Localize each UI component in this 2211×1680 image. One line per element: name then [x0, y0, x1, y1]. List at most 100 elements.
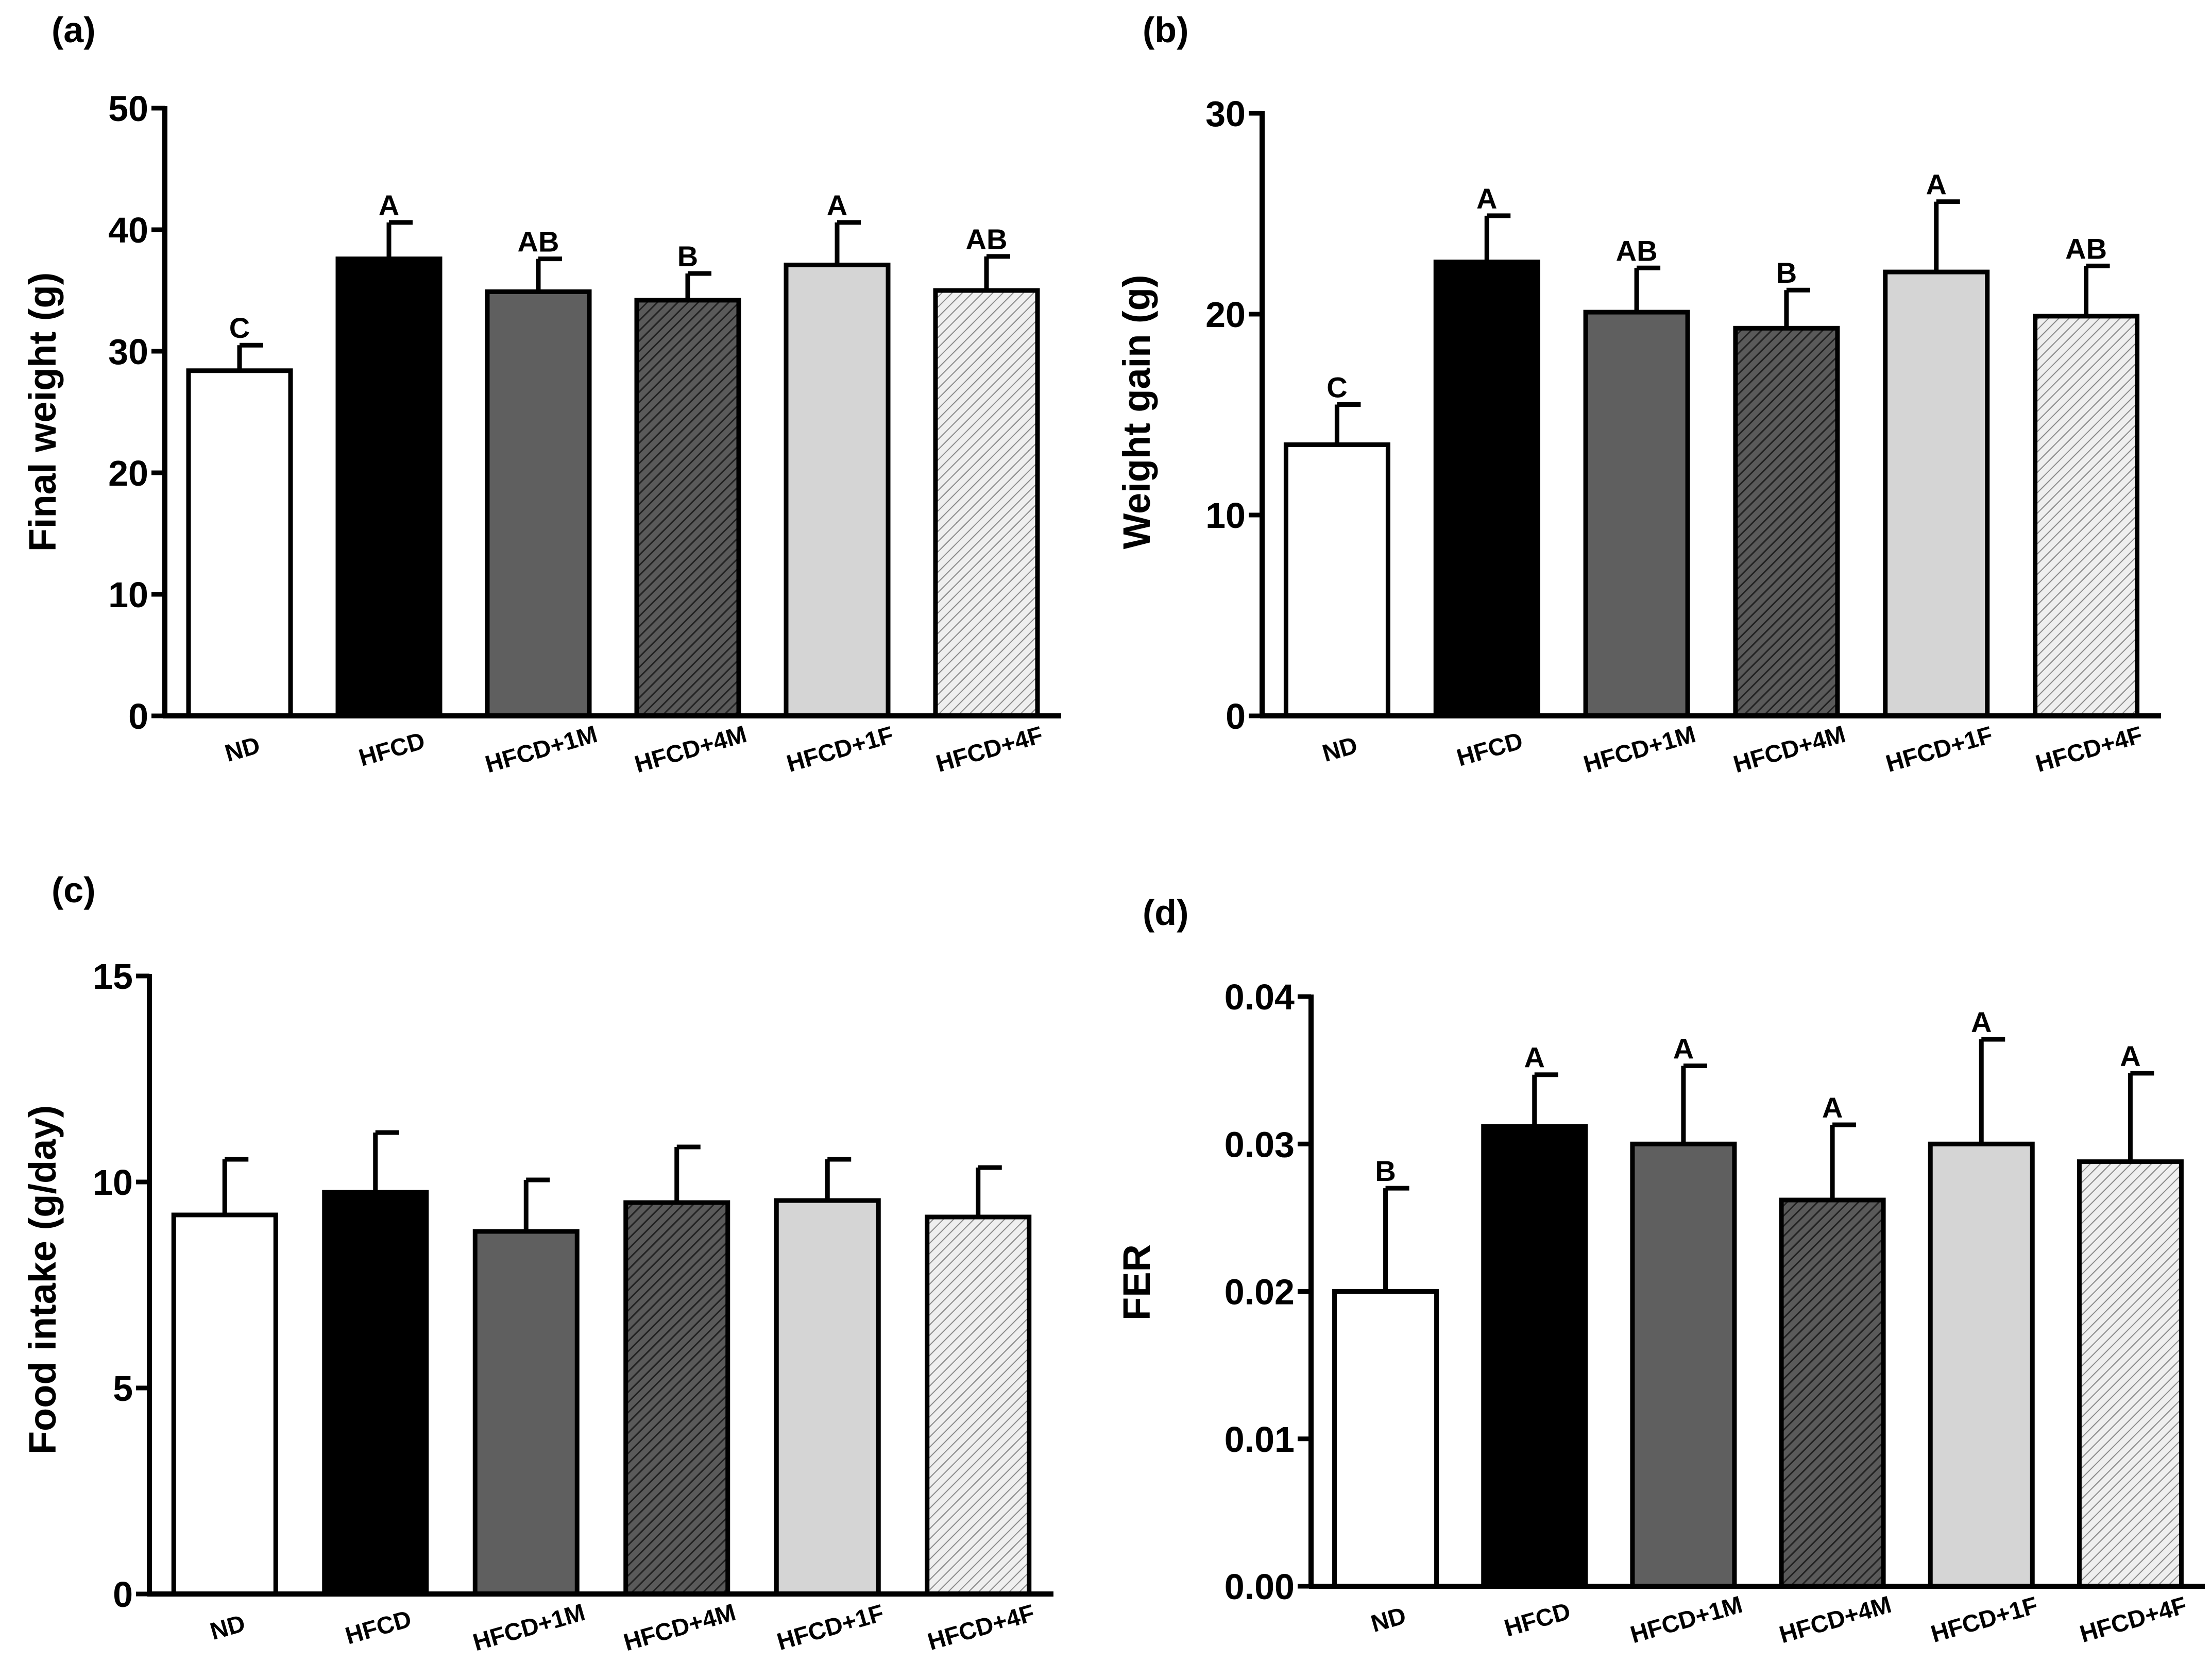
y-tick-label: 10: [93, 1162, 133, 1203]
bar-hfcd-plus-1m: [472, 1229, 580, 1597]
bar-hfcd-plus-4m: [1779, 1197, 1886, 1589]
bar-hfcd-plus-4m: [634, 298, 741, 718]
significance-letter: A: [2120, 1040, 2140, 1072]
significance-letter: A: [1971, 1006, 1992, 1038]
x-tick-label: HFCD+1F: [784, 721, 896, 777]
x-tick-label: HFCD+4F: [2032, 721, 2145, 777]
significance-letter: A: [1926, 168, 1947, 201]
y-tick-label: 0.03: [1224, 1124, 1295, 1164]
panel-b: (b) Weight gain (g) C ND A HFCD AB HFCD+1M B HF…: [1115, 10, 2161, 778]
bar-nd: [1283, 442, 1390, 718]
significance-letter: C: [1326, 371, 1347, 404]
y-tick-label: 20: [1205, 295, 1246, 335]
y-tick-label: 0: [1226, 696, 1246, 736]
x-tick-label: ND: [1319, 731, 1360, 767]
x-tick-label: ND: [207, 1609, 248, 1645]
y-tick-label: 0.00: [1224, 1567, 1295, 1607]
x-tick-label: HFCD+4F: [925, 1599, 1038, 1655]
bar-hfcd-plus-4f: [2033, 314, 2140, 718]
x-tick-label: HFCD: [342, 1605, 414, 1650]
x-tick-label: HFCD+1F: [1928, 1591, 2040, 1648]
y-tick-label: 0: [113, 1574, 133, 1615]
y-axis-label: Final weight (g): [21, 272, 64, 552]
x-tick-label: HFCD+1M: [1627, 1590, 1745, 1648]
y-tick-label: 5: [113, 1368, 133, 1409]
y-axis-label: FER: [1115, 1244, 1158, 1321]
bar-hfcd-plus-4f: [2077, 1159, 2184, 1589]
y-tick-label: 0.02: [1224, 1272, 1295, 1312]
y-tick-label: 15: [93, 956, 133, 997]
y-tick-label: 10: [1205, 495, 1246, 536]
bar-hfcd-plus-4m: [1733, 325, 1840, 718]
x-tick-label: HFCD+1M: [482, 720, 600, 778]
bar-nd: [171, 1212, 278, 1597]
x-tick-label: HFCD: [1454, 727, 1526, 772]
x-tick-label: HFCD+4M: [1730, 720, 1848, 778]
x-tick-label: HFCD+1M: [470, 1598, 588, 1656]
significance-letter: AB: [2065, 232, 2107, 265]
x-tick-label: HFCD+1M: [1580, 720, 1698, 778]
panel-label: (a): [52, 10, 96, 50]
bar-hfcd: [1481, 1124, 1588, 1589]
x-tick-label: HFCD+4F: [2077, 1591, 2189, 1648]
chart-d: B ND A HFCD A HFCD+1M A HFCD+4M A HFCD+1F A HFCD+4F…: [1224, 977, 2205, 1648]
x-tick-label: HFCD+4M: [1776, 1590, 1894, 1648]
x-tick-label: HFCD+1F: [774, 1599, 887, 1655]
y-tick-label: 30: [108, 332, 148, 372]
bar-hfcd-plus-1f: [784, 262, 891, 718]
significance-letter: A: [1524, 1041, 1545, 1074]
significance-letter: AB: [518, 226, 559, 258]
bar-nd: [1332, 1289, 1439, 1589]
y-tick-label: 0.04: [1224, 977, 1295, 1017]
significance-letter: AB: [966, 223, 1008, 255]
y-tick-label: 40: [108, 210, 148, 250]
significance-letter: AB: [1616, 234, 1658, 267]
bar-nd: [186, 368, 293, 718]
y-tick-label: 10: [108, 575, 148, 615]
bar-hfcd-plus-4m: [623, 1200, 730, 1597]
x-tick-label: HFCD+4F: [933, 721, 1046, 777]
y-tick-label: 0.01: [1224, 1419, 1295, 1460]
bar-hfcd-plus-1m: [485, 289, 592, 718]
significance-letter: B: [677, 240, 698, 272]
panel-a: (a) Final weight (g) C ND A HFCD AB HFCD+1M B H…: [21, 10, 1061, 778]
y-tick-label: 30: [1205, 94, 1246, 134]
y-axis-label: Weight gain (g): [1115, 275, 1158, 550]
y-tick-label: 0: [128, 696, 148, 736]
panel-label: (b): [1143, 10, 1188, 50]
significance-letter: A: [1673, 1033, 1694, 1065]
significance-letter: C: [229, 312, 250, 344]
x-tick-label: ND: [222, 731, 263, 767]
x-tick-label: HFCD+4M: [621, 1598, 739, 1656]
significance-letter: A: [379, 189, 399, 221]
significance-letter: B: [1776, 256, 1797, 289]
panel-label: (c): [52, 870, 96, 910]
x-tick-label: ND: [1368, 1601, 1409, 1637]
bar-hfcd-plus-4f: [925, 1214, 1032, 1597]
y-tick-label: 50: [108, 89, 148, 129]
bar-hfcd: [335, 256, 443, 718]
x-tick-label: HFCD: [1501, 1597, 1573, 1642]
y-tick-label: 20: [108, 453, 148, 493]
bar-hfcd-plus-1m: [1630, 1141, 1737, 1589]
bar-hfcd-plus-1f: [774, 1198, 881, 1597]
significance-letter: A: [827, 189, 847, 221]
bar-hfcd: [1433, 260, 1540, 718]
chart-a: C ND A HFCD AB HFCD+1M B HFCD+4M A HFCD+1F AB HFCD+…: [108, 89, 1061, 778]
bar-hfcd-plus-1m: [1583, 310, 1690, 718]
bar-hfcd-plus-1f: [1928, 1141, 2035, 1589]
bar-hfcd: [322, 1190, 429, 1597]
x-tick-label: HFCD+1F: [1883, 721, 1996, 777]
panel-d: (d) FER B ND A HFCD A HFCD+1M A HFCD+4M A HFCD+1F…: [1115, 893, 2205, 1648]
chart-b: C ND A HFCD AB HFCD+1M B HFCD+4M A HFCD+1F AB HFCD+…: [1205, 94, 2161, 778]
significance-letter: A: [1822, 1091, 1843, 1124]
chart-c: ND HFCD HFCD+1M HFCD+4M HFCD+1F HFCD+4F 0 5 10 15: [93, 956, 1053, 1656]
bar-hfcd-plus-1f: [1883, 269, 1990, 718]
x-tick-label: HFCD+4M: [632, 720, 750, 778]
x-tick-label: HFCD: [355, 727, 428, 772]
significance-letter: A: [1476, 182, 1497, 215]
panel-c: (c) Food intake (g/day) ND HFCD HFCD+1M HFC…: [21, 870, 1053, 1656]
panel-label: (d): [1143, 893, 1188, 933]
significance-letter: B: [1375, 1155, 1396, 1187]
